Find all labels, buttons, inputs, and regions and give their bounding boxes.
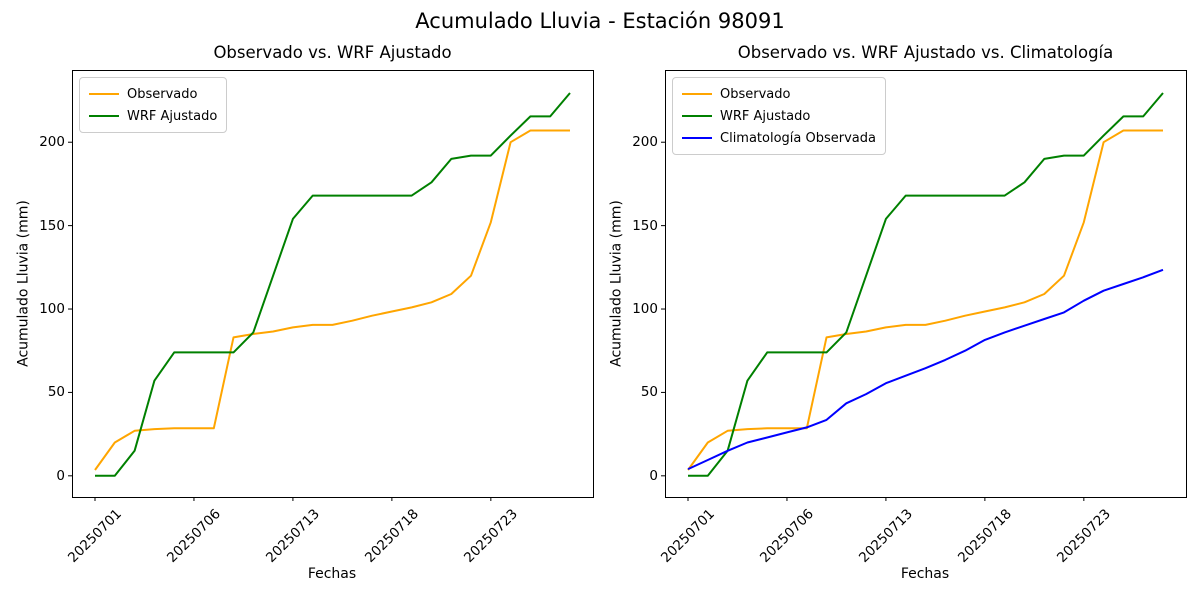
y-tick-label: 100	[39, 301, 65, 318]
axes-frame	[72, 70, 594, 498]
legend-entry: WRF Ajustado	[682, 105, 876, 127]
left-chart-title: Observado vs. WRF Ajustado	[213, 43, 452, 62]
wrf-ajustado-line	[688, 92, 1164, 477]
legend-entry: Climatología Observada	[682, 127, 876, 149]
observado-legend-line-icon	[682, 92, 712, 96]
legend-label: Observado	[127, 86, 198, 102]
y-tick-label: 0	[649, 467, 658, 484]
climatolog-a-observada-legend-line-icon	[682, 136, 712, 140]
observado-line	[687, 129, 1163, 471]
y-tick-label: 100	[632, 301, 658, 318]
legend-label: WRF Ajustado	[720, 108, 811, 124]
right-chart-legend: Observado WRF Ajustado Climatología Observ…	[672, 77, 886, 155]
y-tick-label: 0	[56, 467, 65, 484]
observado-line	[94, 129, 570, 471]
wrf-ajustado-legend-line-icon	[89, 114, 119, 118]
legend-entry: Observado	[682, 83, 876, 105]
left-chart-legend: Observado WRF Ajustado	[79, 77, 228, 133]
observado-legend-line-icon	[89, 92, 119, 96]
y-tick-label: 50	[640, 384, 658, 401]
y-tick-label: 200	[39, 134, 65, 151]
legend-entry: Observado	[89, 83, 217, 105]
right-x-axis-label: Fechas	[900, 566, 950, 582]
y-tick-label: 150	[632, 217, 658, 234]
legend-entry: WRF Ajustado	[89, 105, 217, 127]
wrf-ajustado-legend-line-icon	[682, 114, 712, 118]
axes-frame	[665, 70, 1187, 498]
figure-title: Acumulado Lluvia - Estación 98091	[415, 9, 785, 33]
y-tick-label: 50	[47, 384, 65, 401]
climatolog-a-observada-line	[687, 268, 1164, 471]
y-tick-label: 150	[39, 217, 65, 234]
legend-label: Climatología Observada	[720, 130, 876, 146]
left-x-axis-label: Fechas	[307, 566, 357, 582]
legend-label: WRF Ajustado	[127, 108, 218, 124]
right-chart-title: Observado vs. WRF Ajustado vs. Climatolo…	[737, 43, 1114, 62]
y-tick-label: 200	[632, 134, 658, 151]
wrf-ajustado-line	[95, 92, 571, 477]
legend-label: Observado	[720, 86, 791, 102]
